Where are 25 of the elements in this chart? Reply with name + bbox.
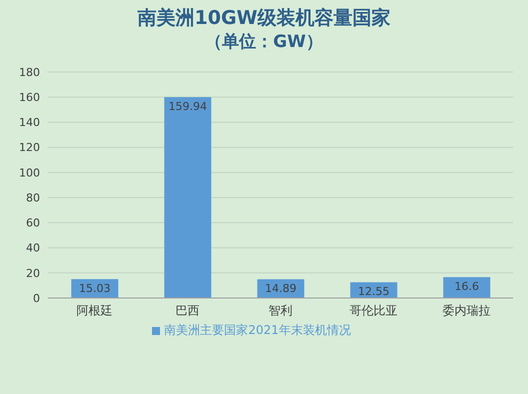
x-tick-label: 阿根廷 bbox=[76, 304, 112, 318]
y-tick-label: 20 bbox=[26, 266, 40, 280]
x-tick-label: 巴西 bbox=[176, 304, 200, 318]
chart-title: 南美洲10GW级装机容量国家 bbox=[136, 6, 392, 30]
data-label: 12.55 bbox=[358, 285, 390, 298]
y-tick-label: 180 bbox=[19, 66, 40, 79]
y-tick-label: 40 bbox=[26, 242, 40, 255]
y-tick-label: 100 bbox=[19, 166, 40, 180]
chart-subtitle: （单位：GW） bbox=[204, 31, 324, 54]
legend-label: 南美洲主要国家2021年末装机情况 bbox=[164, 323, 351, 337]
bar bbox=[164, 97, 212, 298]
y-tick-label: 80 bbox=[26, 191, 40, 204]
y-tick-label: 0 bbox=[33, 292, 40, 305]
data-label: 15.03 bbox=[79, 282, 110, 295]
x-tick-label: 智利 bbox=[268, 304, 292, 318]
data-label: 159.94 bbox=[168, 100, 207, 113]
bar bbox=[443, 277, 490, 298]
data-label: 14.89 bbox=[265, 282, 296, 296]
y-tick-label: 140 bbox=[19, 116, 40, 130]
y-tick-label: 60 bbox=[26, 216, 40, 230]
y-tick-label: 160 bbox=[19, 91, 40, 104]
x-tick-label: 委内瑞拉 bbox=[442, 304, 490, 318]
data-label: 16.6 bbox=[454, 280, 479, 293]
x-tick-label: 哥伦比亚 bbox=[350, 304, 398, 318]
y-tick-label: 120 bbox=[19, 141, 40, 154]
